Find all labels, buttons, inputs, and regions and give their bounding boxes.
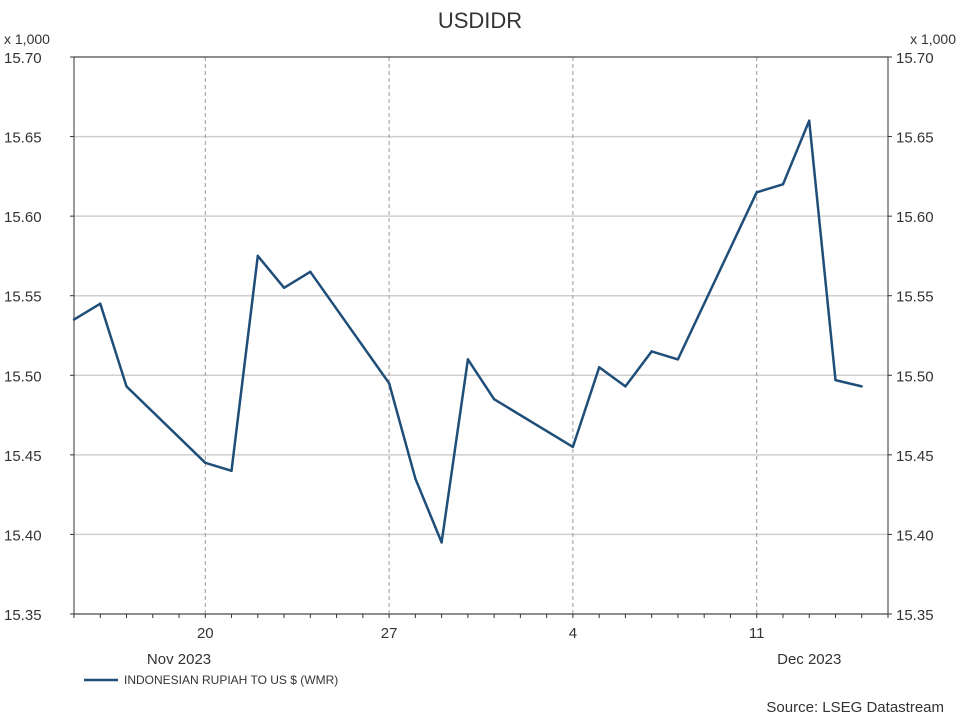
series-point xyxy=(99,302,102,305)
series-point xyxy=(755,191,758,194)
y-tick-label-right: 15.35 xyxy=(896,607,934,624)
y-tick-label-left: 15.35 xyxy=(4,607,42,624)
y-tick-label-left: 15.70 xyxy=(4,50,42,67)
y-tick-label-right: 15.65 xyxy=(896,130,934,147)
y-tick-label-right: 15.45 xyxy=(896,448,934,465)
x-month-label: Nov 2023 xyxy=(147,651,211,668)
chart-title: USDIDR xyxy=(438,8,522,33)
series-point xyxy=(860,385,863,388)
plot-frame xyxy=(73,56,889,615)
series-line xyxy=(73,119,862,544)
series-point xyxy=(781,183,785,186)
grid xyxy=(74,56,888,615)
series-point xyxy=(466,358,470,361)
x-month-label: Dec 2023 xyxy=(777,651,841,668)
series-point xyxy=(387,382,391,385)
series-point xyxy=(256,254,260,258)
y-tick-label-left: 15.40 xyxy=(4,527,42,544)
x-tick-label: 11 xyxy=(749,625,765,642)
left-axis: 15.70 15.65 15.60 15.55 15.50 15.45 15.40 15.35 xyxy=(4,50,74,624)
series-layer xyxy=(72,119,863,544)
series-point xyxy=(282,286,286,289)
y-tick-label-left: 15.65 xyxy=(4,130,42,147)
series-point xyxy=(650,350,653,353)
y-tick-label-left: 15.55 xyxy=(4,289,42,306)
series-point xyxy=(125,385,128,388)
series-point xyxy=(204,461,207,465)
series-point xyxy=(440,541,443,544)
y-tick-label-right: 15.50 xyxy=(896,368,934,385)
x-tick-label: 4 xyxy=(569,625,577,642)
series-point xyxy=(834,378,837,382)
series-point xyxy=(597,366,601,369)
series-point xyxy=(309,270,312,274)
source-label: Source: LSEG Datastream xyxy=(766,699,944,716)
legend-label: INDONESIAN RUPIAH TO US $ (WMR) xyxy=(124,673,338,687)
x-axis: 20 27 4 11 Nov 2023 Dec 2023 xyxy=(73,614,889,668)
x-tick-label: 27 xyxy=(381,625,398,642)
y-tick-label-left: 15.50 xyxy=(4,368,42,385)
series-point xyxy=(72,318,76,321)
right-unit-label: x 1,000 xyxy=(910,31,956,47)
y-tick-label-right: 15.70 xyxy=(896,50,934,67)
y-tick-label-right: 15.55 xyxy=(896,289,934,306)
series-point xyxy=(414,477,417,480)
legend: INDONESIAN RUPIAH TO US $ (WMR) xyxy=(84,673,338,687)
series-point xyxy=(230,469,233,472)
right-axis: 15.70 15.65 15.60 15.55 15.50 15.45 15.40 15.35 xyxy=(888,50,934,624)
series-point xyxy=(676,358,680,361)
y-tick-label-left: 15.60 xyxy=(4,209,42,226)
y-tick-label-right: 15.60 xyxy=(896,209,934,226)
series-point xyxy=(808,119,811,122)
x-tick-label: 20 xyxy=(197,625,214,642)
left-unit-label: x 1,000 xyxy=(4,31,50,47)
series-point xyxy=(624,385,627,388)
y-tick-label-left: 15.45 xyxy=(4,448,42,465)
series-point xyxy=(492,397,496,401)
series-point xyxy=(571,445,575,449)
y-tick-label-right: 15.40 xyxy=(896,527,934,544)
